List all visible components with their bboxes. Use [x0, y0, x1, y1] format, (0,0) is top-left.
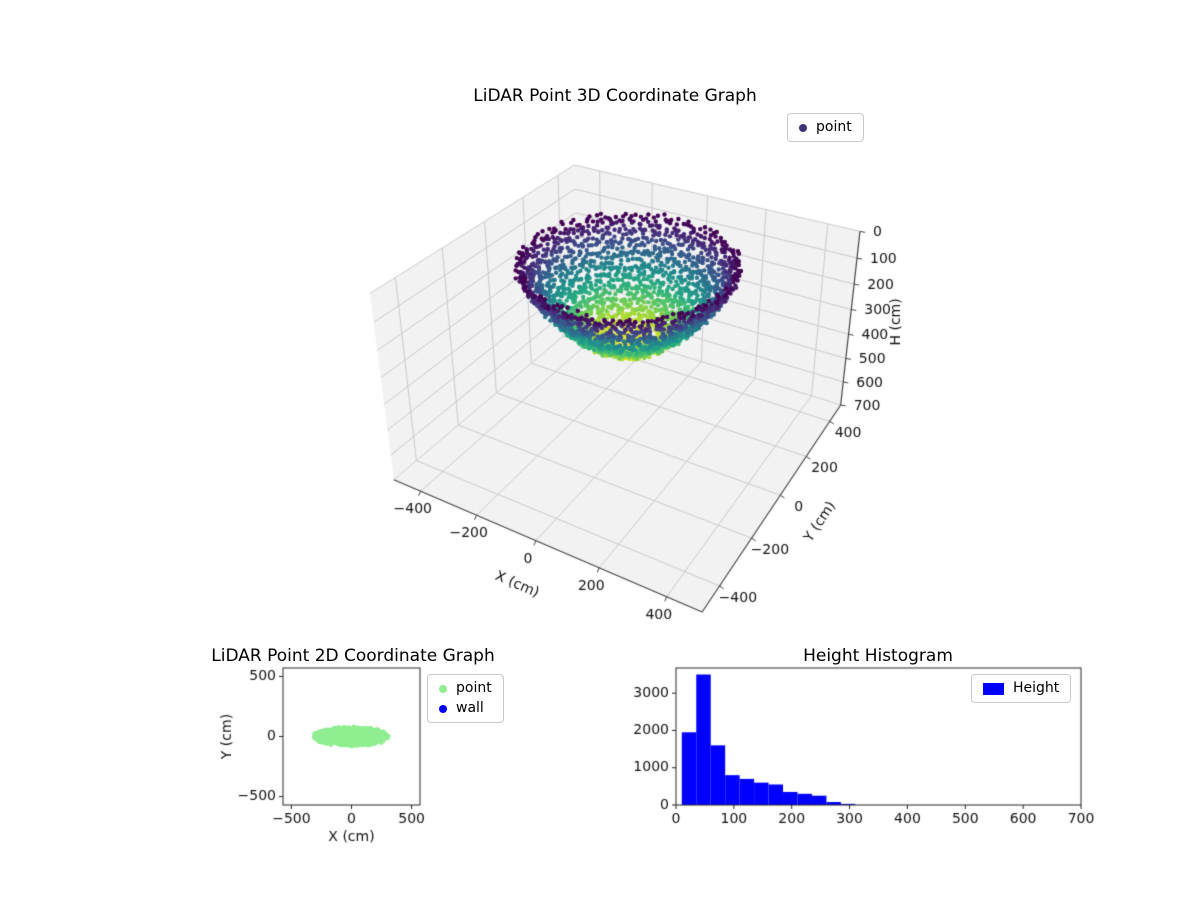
2d-plot-legend: point wall — [427, 674, 504, 723]
legend-item-height: Height — [983, 680, 1059, 697]
legend-item-wall-2d: wall — [439, 700, 492, 717]
histogram-legend: Height — [971, 674, 1072, 703]
legend-label-point-2d: point — [456, 680, 492, 696]
point-marker-icon — [439, 684, 447, 693]
legend-label-point-3d: point — [816, 119, 852, 135]
wall-marker-icon — [439, 704, 447, 713]
legend-label-wall-2d: wall — [456, 700, 484, 716]
height-patch-icon — [983, 682, 1004, 695]
point-marker-icon — [799, 123, 807, 132]
legend-label-height: Height — [1013, 680, 1060, 696]
3d-scatter-canvas — [330, 135, 970, 665]
3d-plot-legend: point — [787, 113, 864, 142]
3d-plot-title: LiDAR Point 3D Coordinate Graph — [473, 86, 757, 106]
legend-item-point-3d: point — [799, 119, 852, 136]
legend-item-point-2d: point — [439, 680, 492, 697]
